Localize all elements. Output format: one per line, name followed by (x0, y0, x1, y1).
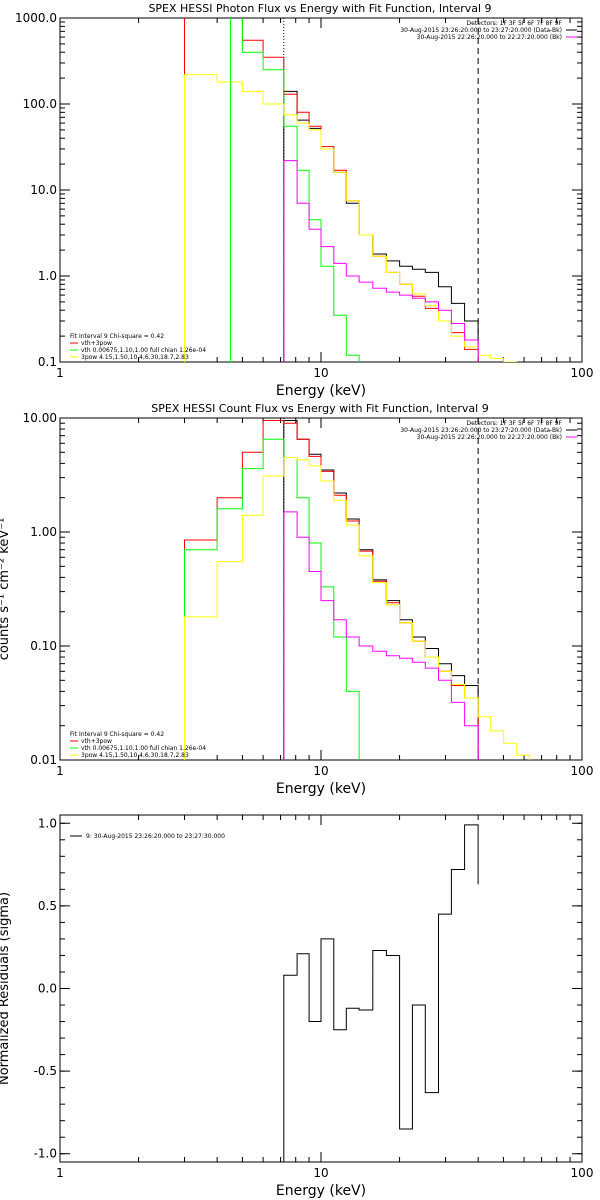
x-tick-label: 100 (571, 366, 594, 380)
legend-top-right-text: 30-Aug-2015 22:26:20.000 to 22:27:20.000… (417, 434, 562, 441)
y-tick-label: 0.10 (30, 639, 57, 653)
series-line-0 (283, 420, 479, 760)
legend-top-left-text: 9: 30-Aug-2015 23:26:20.000 to 23:27:30.… (86, 833, 225, 840)
y-tick-label: 1.0 (38, 269, 57, 283)
x-tick-label: 100 (571, 764, 594, 778)
y-axis-label: counts s⁻¹ cm⁻² keV⁻¹ (0, 518, 12, 661)
series-line-4 (283, 511, 479, 760)
y-axis-label: Normalized Residuals (sigma) (0, 892, 12, 1085)
y-tick-label: -1.0 (34, 1147, 57, 1161)
series-line-2 (184, 438, 360, 760)
y-tick-label: 100.0 (23, 97, 57, 111)
series-line-1 (184, 420, 479, 760)
legend-bottom-left-text: 3pow 4.15,1.50,10.4,6.30,18.7,2.83 (81, 752, 189, 759)
y-tick-label: 1000.0 (15, 11, 57, 25)
legend-top-right-text: 30-Aug-2015 22:26:20.000 to 22:27:20.000… (417, 34, 562, 41)
chart-title: SPEX HESSI Count Flux vs Energy with Fit… (151, 402, 488, 415)
x-tick-label: 100 (571, 1166, 594, 1180)
y-tick-label: 1.00 (30, 525, 57, 539)
x-axis-label: Energy (keV) (276, 383, 366, 399)
series-line-1 (184, 18, 479, 362)
y-tick-label: 0.0 (38, 982, 57, 996)
series-line-3 (184, 457, 531, 760)
series-line-0 (283, 824, 479, 1162)
x-tick-label: 1 (56, 366, 64, 380)
x-tick-label: 1 (56, 1166, 64, 1180)
legend-bottom-left-text: vth 0.00675,1.10,1.00 full chian 1.26e-0… (81, 745, 206, 752)
legend-top-right-text: Detectors: 1F 3F 5F 6F 7F 8F 9F (466, 20, 562, 27)
y-tick-label: -0.5 (34, 1064, 57, 1078)
series-line-2 (230, 18, 360, 362)
legend-top-right-text: Detectors: 1F 3F 5F 6F 7F 8F 9F (466, 420, 562, 427)
x-tick-label: 10 (313, 764, 328, 778)
x-tick-label: 10 (313, 1166, 328, 1180)
y-tick-label: 1.0 (38, 816, 57, 830)
y-tick-label: 0.1 (38, 355, 57, 369)
x-tick-label: 1 (56, 764, 64, 778)
legend-bottom-left-text: Fit Interval 9 Chi-square = 0.42 (70, 731, 164, 738)
series-line-3 (184, 74, 518, 362)
x-axis-label: Energy (keV) (276, 781, 366, 797)
series-group (184, 18, 518, 362)
legend-top-right-text: 30-Aug-2015 23:26:20.000 to 23:27:20.000… (400, 427, 562, 434)
photon-flux-chart: SPEX HESSI Photon Flux vs Energy with Fi… (15, 2, 594, 399)
y-tick-label: 0.5 (38, 899, 57, 913)
series-group (184, 420, 531, 760)
y-tick-label: 10.0 (30, 183, 57, 197)
series-line-4 (283, 160, 479, 362)
legend-bottom-left-text: 3pow 4.15,1.50,10.4,6.30,18.7,2.83 (81, 354, 189, 361)
x-tick-label: 10 (313, 366, 328, 380)
x-axis-label: Energy (keV) (276, 1183, 366, 1199)
legend-bottom-left-text: vth 0.00675,1.10,1.00 full chian 1.26e-0… (81, 347, 206, 354)
y-tick-label: 0.01 (30, 753, 57, 767)
y-tick-label: 10.00 (23, 411, 57, 425)
plot-frame (59, 17, 583, 363)
legend-top-right-text: 30-Aug-2015 23:26:20.000 to 23:27:20.000… (400, 27, 562, 34)
residuals-chart: 1 10 100 -1.0 -0.5 0.0 0.5 1.0 Energy (keV) Norma… (0, 814, 594, 1199)
legend-bottom-left-text: vth+3pow (81, 738, 112, 745)
count-flux-chart: SPEX HESSI Count Flux vs Energy with Fit… (0, 402, 594, 797)
legend-bottom-left-text: Fit Interval 9 Chi-square = 0.42 (70, 333, 164, 340)
chart-title: SPEX HESSI Photon Flux vs Energy with Fi… (148, 2, 491, 15)
legend-bottom-left-text: vth+3pow (81, 340, 112, 347)
series-line-0 (283, 90, 479, 362)
series-group (283, 824, 479, 1162)
